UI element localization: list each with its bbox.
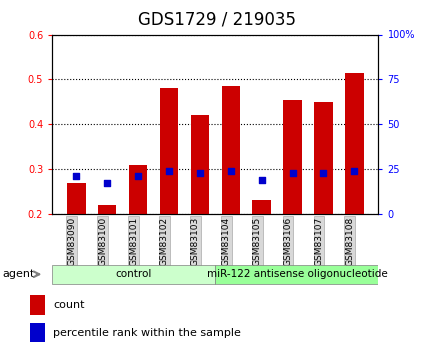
Bar [67, 183, 85, 214]
Point [227, 168, 234, 174]
Point [319, 170, 326, 175]
Point [258, 177, 265, 183]
Text: GDS1729 / 219035: GDS1729 / 219035 [138, 10, 296, 28]
Point [350, 168, 357, 174]
Bar [252, 200, 270, 214]
Point [103, 181, 110, 186]
Bar [344, 73, 363, 214]
Bar [190, 115, 209, 214]
Bar [30, 323, 45, 342]
Bar [30, 295, 45, 315]
Bar [221, 86, 240, 214]
FancyBboxPatch shape [52, 265, 215, 284]
Text: miR-122 antisense oligonucleotide: miR-122 antisense oligonucleotide [206, 269, 386, 279]
Point [134, 174, 141, 179]
FancyBboxPatch shape [215, 265, 378, 284]
Point [72, 174, 79, 179]
Text: control: control [115, 269, 151, 279]
Bar [159, 88, 178, 214]
Text: agent: agent [3, 269, 35, 279]
Text: percentile rank within the sample: percentile rank within the sample [53, 328, 240, 338]
Point [289, 170, 296, 175]
Bar [283, 99, 301, 214]
Point [196, 170, 203, 175]
Text: count: count [53, 300, 84, 310]
Bar [128, 165, 147, 214]
Bar [313, 102, 332, 214]
Bar [98, 205, 116, 214]
Point [165, 168, 172, 174]
